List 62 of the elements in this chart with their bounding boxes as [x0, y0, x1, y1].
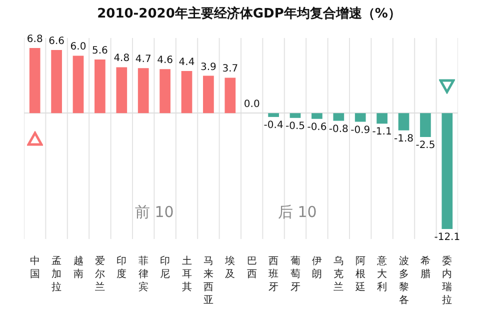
data-label: 6.0: [70, 42, 86, 53]
bar: [29, 48, 40, 114]
x-tick-label: 爱尔兰: [94, 255, 105, 293]
data-label: -0.5: [285, 120, 306, 132]
data-label: 4.4: [178, 57, 195, 68]
chart-title: 2010-2020年主要经济体GDP年均复合增速（%）: [97, 5, 401, 22]
bar: [138, 68, 149, 114]
bar: [116, 67, 128, 114]
bar: [203, 76, 214, 114]
bar: [268, 113, 279, 117]
x-tick-label: 中国: [30, 255, 40, 280]
data-label: 4.8: [114, 53, 130, 64]
bar: [398, 113, 410, 130]
data-label: -0.6: [307, 122, 327, 133]
bar: [181, 71, 192, 114]
x-tick-label: 意大利: [376, 255, 388, 293]
data-label: -0.8: [328, 124, 348, 135]
data-label: 6.8: [26, 34, 43, 46]
x-tick-label: 波多黎各: [398, 255, 409, 306]
data-label: 4.6: [157, 55, 174, 66]
x-tick-label: 孟加拉: [52, 256, 62, 293]
bar: [354, 113, 366, 122]
x-tick-label: 越南: [73, 255, 84, 280]
bar: [224, 78, 236, 114]
x-tick-label: 土耳其: [182, 255, 192, 293]
data-label: -0.9: [350, 124, 370, 136]
x-tick-label: 菲律宾: [138, 255, 148, 293]
annotation: 前 10: [135, 203, 174, 221]
data-label: -1.1: [372, 126, 392, 138]
x-tick-label: 印度: [116, 255, 127, 280]
data-label: -1.8: [394, 133, 414, 144]
annotation: 后 10: [278, 203, 317, 221]
x-tick-label: 马来西亚: [203, 256, 214, 306]
x-tick-label: 巴西: [246, 256, 257, 280]
x-tick-label: 埃及: [224, 255, 236, 280]
data-label: -2.5: [416, 140, 436, 152]
data-label: 6.6: [48, 36, 65, 47]
bar: [420, 113, 431, 138]
bar: [376, 113, 388, 124]
bar: [290, 113, 301, 118]
x-tick-label: 印尼: [160, 255, 170, 280]
bar: [94, 60, 106, 114]
x-tick-label: 阿根廷: [354, 256, 366, 293]
bar: [160, 69, 170, 114]
bar: [442, 113, 453, 229]
data-label: 5.6: [92, 46, 108, 57]
x-tick-label: 委内瑞拉: [442, 255, 452, 306]
x-tick-label: 希腊: [420, 255, 430, 280]
x-tick-label: 西班牙: [268, 256, 279, 293]
bar: [72, 56, 84, 114]
bar: [333, 113, 344, 121]
x-tick-label: 葡萄牙: [290, 255, 300, 293]
data-label: -12.1: [434, 232, 460, 243]
data-label: 4.7: [135, 54, 152, 66]
data-label: -0.4: [264, 120, 284, 131]
data-label: 3.9: [200, 62, 216, 73]
x-tick-label: 乌克兰: [334, 255, 344, 293]
bar: [51, 50, 62, 114]
data-label: 3.7: [222, 64, 238, 75]
data-label: 0.0: [244, 99, 260, 110]
x-tick-label: 伊朗: [312, 256, 322, 280]
bar: [312, 113, 322, 119]
